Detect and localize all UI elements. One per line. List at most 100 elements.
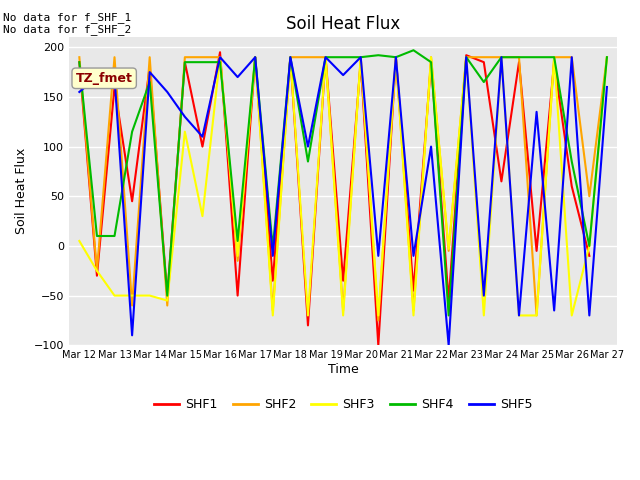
SHF5 — [410, 253, 417, 259]
SHF3 — [462, 54, 470, 60]
SHF4 — [76, 60, 83, 65]
Title: Soil Heat Flux: Soil Heat Flux — [286, 15, 400, 33]
SHF5 — [357, 54, 365, 60]
SHF2 — [532, 312, 540, 318]
SHF1 — [181, 60, 189, 65]
SHF2 — [287, 54, 294, 60]
SHF4 — [198, 60, 206, 65]
SHF4 — [287, 54, 294, 60]
SHF3 — [287, 54, 294, 60]
SHF3 — [445, 246, 452, 252]
SHF4 — [304, 158, 312, 164]
SHF1 — [586, 253, 593, 259]
SHF4 — [428, 60, 435, 65]
Line: SHF5: SHF5 — [79, 57, 607, 345]
X-axis label: Time: Time — [328, 363, 358, 376]
SHF2 — [550, 54, 558, 60]
SHF3 — [146, 293, 154, 299]
SHF2 — [339, 308, 347, 313]
SHF4 — [550, 54, 558, 60]
SHF5 — [462, 54, 470, 60]
SHF2 — [93, 268, 100, 274]
Line: SHF3: SHF3 — [79, 57, 607, 315]
SHF2 — [111, 54, 118, 60]
SHF1 — [339, 278, 347, 284]
SHF5 — [93, 74, 100, 80]
SHF1 — [76, 60, 83, 65]
SHF3 — [374, 312, 382, 318]
SHF1 — [216, 49, 224, 55]
Text: TZ_fmet: TZ_fmet — [76, 72, 132, 85]
SHF1 — [568, 183, 575, 189]
SHF5 — [146, 69, 154, 75]
SHF4 — [322, 54, 330, 60]
SHF1 — [480, 60, 488, 65]
SHF2 — [586, 193, 593, 199]
SHF2 — [445, 248, 452, 254]
SHF5 — [163, 89, 171, 95]
SHF4 — [532, 54, 540, 60]
SHF4 — [410, 48, 417, 53]
SHF3 — [181, 129, 189, 134]
SHF5 — [128, 333, 136, 338]
SHF1 — [287, 54, 294, 60]
SHF1 — [304, 323, 312, 328]
SHF4 — [603, 54, 611, 60]
Line: SHF1: SHF1 — [79, 52, 589, 345]
SHF1 — [392, 54, 400, 60]
SHF5 — [374, 253, 382, 259]
SHF3 — [163, 298, 171, 303]
SHF4 — [374, 52, 382, 58]
SHF1 — [532, 248, 540, 254]
SHF3 — [76, 238, 83, 244]
SHF2 — [462, 54, 470, 60]
Line: SHF4: SHF4 — [79, 50, 607, 315]
Text: No data for f_SHF_1
No data for f_SHF_2: No data for f_SHF_1 No data for f_SHF_2 — [3, 12, 131, 36]
SHF1 — [374, 342, 382, 348]
SHF2 — [216, 54, 224, 60]
SHF5 — [216, 54, 224, 60]
SHF4 — [216, 60, 224, 65]
SHF2 — [76, 54, 83, 60]
SHF2 — [163, 302, 171, 308]
SHF1 — [445, 298, 452, 303]
SHF4 — [357, 54, 365, 60]
SHF4 — [497, 54, 505, 60]
SHF5 — [568, 54, 575, 60]
SHF2 — [304, 54, 312, 60]
SHF3 — [234, 253, 241, 259]
SHF4 — [462, 54, 470, 60]
SHF1 — [128, 198, 136, 204]
SHF5 — [111, 74, 118, 80]
SHF1 — [269, 278, 276, 284]
SHF2 — [603, 54, 611, 60]
SHF2 — [252, 54, 259, 60]
SHF2 — [374, 318, 382, 324]
SHF4 — [568, 158, 575, 164]
SHF5 — [515, 312, 523, 318]
SHF3 — [603, 54, 611, 60]
SHF5 — [234, 74, 241, 80]
SHF3 — [357, 54, 365, 60]
SHF5 — [76, 89, 83, 95]
SHF4 — [111, 233, 118, 239]
SHF4 — [445, 312, 452, 318]
SHF1 — [252, 54, 259, 60]
SHF1 — [410, 288, 417, 293]
SHF3 — [550, 54, 558, 60]
SHF4 — [181, 60, 189, 65]
SHF5 — [181, 114, 189, 120]
SHF3 — [339, 312, 347, 318]
SHF3 — [497, 54, 505, 60]
SHF5 — [603, 84, 611, 90]
SHF2 — [515, 54, 523, 60]
SHF5 — [497, 54, 505, 60]
SHF2 — [269, 308, 276, 313]
SHF3 — [198, 213, 206, 219]
SHF2 — [181, 54, 189, 60]
SHF3 — [428, 54, 435, 60]
SHF3 — [532, 312, 540, 318]
SHF2 — [410, 308, 417, 313]
Line: SHF2: SHF2 — [79, 57, 607, 321]
SHF4 — [234, 238, 241, 244]
